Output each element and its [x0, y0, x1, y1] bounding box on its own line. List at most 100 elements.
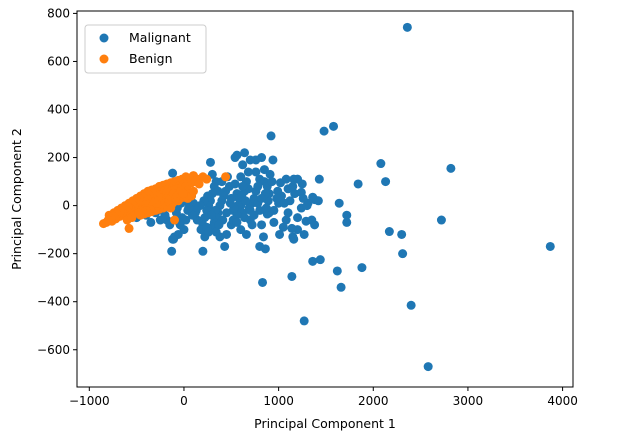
y-tick-label: 200: [47, 151, 70, 165]
point-benign-52: [221, 172, 231, 182]
point-malignant-163: [236, 225, 246, 235]
point-malignant-164: [232, 217, 242, 227]
point-malignant-44: [290, 189, 300, 199]
x-tick-label: 3000: [453, 394, 484, 408]
point-malignant-19: [353, 179, 363, 189]
point-malignant-166: [283, 208, 293, 218]
point-malignant-11: [332, 266, 342, 276]
point-malignant-177: [249, 210, 259, 220]
point-benign-104: [134, 208, 144, 218]
point-malignant-169: [272, 193, 282, 203]
point-malignant-9: [336, 282, 346, 292]
point-benign-49: [194, 179, 204, 189]
point-malignant-7: [258, 277, 268, 287]
point-malignant-159: [255, 241, 265, 251]
point-malignant-39: [273, 186, 283, 196]
point-malignant-1: [545, 241, 555, 251]
point-malignant-72: [238, 160, 248, 170]
point-malignant-179: [244, 203, 254, 213]
point-malignant-187: [214, 220, 224, 230]
point-malignant-2: [423, 362, 433, 372]
y-tick-label: −200: [37, 247, 70, 261]
point-malignant-24: [266, 131, 276, 141]
point-malignant-70: [243, 167, 253, 177]
point-malignant-47: [298, 193, 308, 203]
point-malignant-20: [342, 210, 352, 220]
point-malignant-16: [384, 227, 394, 237]
point-malignant-189: [206, 210, 216, 220]
point-malignant-152: [211, 227, 221, 237]
point-malignant-194: [187, 210, 197, 220]
point-malignant-120: [198, 246, 208, 256]
point-malignant-8: [287, 271, 297, 281]
data-points: [99, 22, 555, 372]
point-malignant-184: [225, 198, 235, 208]
point-malignant-178: [247, 220, 257, 230]
point-malignant-66: [255, 174, 265, 184]
point-malignant-86: [253, 181, 263, 191]
point-malignant-75: [230, 153, 240, 163]
point-benign-141: [103, 215, 113, 225]
point-malignant-173: [302, 201, 312, 211]
point-malignant-61: [265, 169, 275, 179]
legend-label-benign: Benign: [129, 51, 173, 66]
legend-marker-malignant: [99, 33, 109, 43]
point-malignant-35: [287, 223, 297, 233]
point-malignant-69: [245, 155, 255, 165]
point-malignant-170: [279, 198, 289, 208]
point-malignant-175: [261, 203, 271, 213]
point-malignant-10: [357, 263, 367, 273]
point-malignant-67: [251, 167, 261, 177]
y-axis: −600 −400 −200 0 200 400 600 800: [37, 6, 77, 357]
legend-label-malignant: Malignant: [129, 30, 191, 45]
point-malignant-172: [293, 174, 303, 184]
point-malignant-25: [314, 174, 324, 184]
point-malignant-185: [222, 208, 232, 218]
x-tick-label: 1000: [263, 394, 294, 408]
point-malignant-171: [288, 181, 298, 191]
point-malignant-51: [310, 220, 320, 230]
x-tick-label: 0: [180, 394, 188, 408]
point-malignant-135: [168, 234, 178, 244]
point-malignant-157: [258, 232, 268, 242]
point-malignant-23: [319, 126, 329, 136]
point-malignant-49: [299, 229, 309, 239]
point-malignant-62: [267, 177, 277, 187]
y-tick-label: −400: [37, 295, 70, 309]
point-malignant-105: [205, 157, 215, 167]
point-malignant-0: [402, 22, 412, 32]
y-tick-label: 800: [47, 6, 70, 20]
point-malignant-165: [278, 222, 288, 232]
point-malignant-3: [446, 163, 456, 173]
legend: Malignant Benign: [84, 24, 207, 74]
point-malignant-176: [257, 193, 267, 203]
point-malignant-141: [155, 215, 165, 225]
y-tick-label: 600: [47, 54, 70, 68]
point-malignant-52: [289, 234, 299, 244]
point-benign-113: [188, 186, 198, 196]
point-malignant-63: [268, 155, 278, 165]
point-benign-149: [178, 189, 188, 199]
point-malignant-29: [313, 196, 323, 206]
point-malignant-21: [342, 217, 352, 227]
legend-box: [84, 24, 207, 74]
point-malignant-150: [220, 241, 230, 251]
point-malignant-4: [406, 300, 416, 310]
legend-marker-benign: [99, 54, 109, 64]
point-malignant-12: [308, 256, 318, 266]
point-malignant-15: [397, 229, 407, 239]
point-malignant-26: [334, 198, 344, 208]
point-benign-53: [124, 223, 134, 233]
point-malignant-136: [167, 246, 177, 256]
x-axis: −1000 0 1000 2000 3000 4000: [69, 387, 578, 408]
point-malignant-6: [299, 316, 309, 326]
point-malignant-195: [184, 203, 194, 213]
point-benign-85: [170, 215, 179, 225]
y-axis-label: Principal Component 2: [9, 128, 24, 270]
point-malignant-5: [436, 215, 446, 225]
point-malignant-53: [275, 229, 285, 239]
point-malignant-17: [376, 159, 386, 169]
point-benign-51: [202, 174, 212, 184]
point-malignant-90: [238, 181, 248, 191]
